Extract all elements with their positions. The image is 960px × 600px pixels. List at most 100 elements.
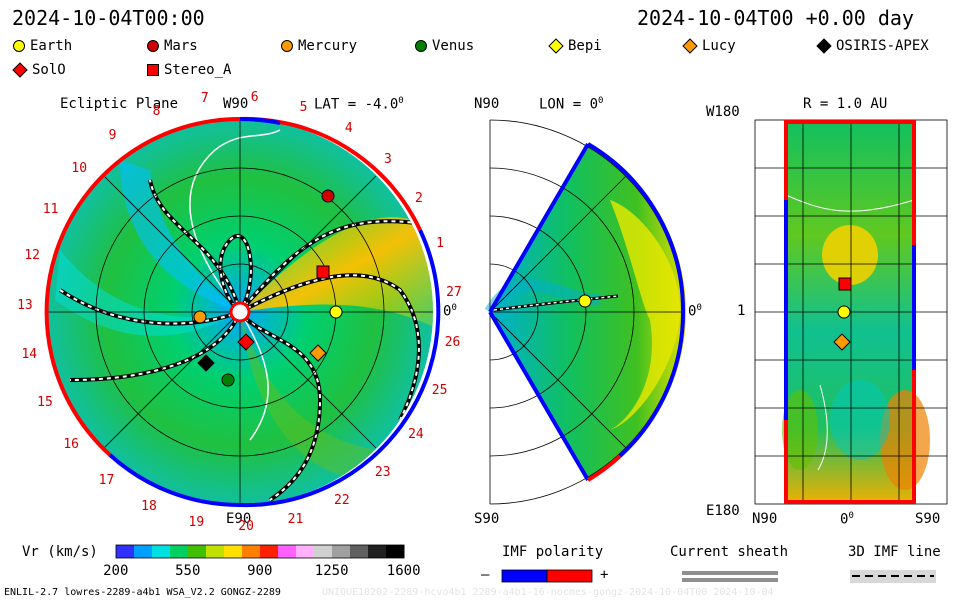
colorbar-tick-label: 900 bbox=[247, 563, 273, 579]
carrington-tick-label: 18 bbox=[141, 498, 157, 514]
carrington-tick-label: 13 bbox=[17, 297, 33, 313]
osiris-apex-marker bbox=[197, 354, 215, 372]
stereo-a-marker-radial bbox=[838, 277, 852, 291]
legend-label: Earth bbox=[30, 38, 73, 54]
colorbar-swatch bbox=[206, 545, 225, 558]
ecliptic-top-label: W90 bbox=[223, 96, 249, 112]
velocity-colorbar bbox=[115, 544, 405, 559]
mercury-marker bbox=[193, 310, 207, 324]
latitude-degree: 0 bbox=[398, 96, 404, 106]
colorbar-swatch bbox=[188, 545, 207, 558]
carrington-tick-label: 11 bbox=[42, 201, 59, 217]
diamond-marker-icon bbox=[816, 38, 832, 54]
diamond-marker-icon bbox=[548, 38, 564, 54]
meridional-longitude: LON = 00 bbox=[539, 96, 603, 113]
colorbar-tick-label: 550 bbox=[175, 563, 201, 579]
legend-item-mercury: Mercury bbox=[280, 38, 357, 54]
carrington-tick-label: 20 bbox=[238, 518, 254, 534]
square-marker-icon bbox=[146, 63, 160, 77]
legend-label: SolO bbox=[32, 62, 66, 78]
carrington-tick-label: 14 bbox=[21, 347, 38, 363]
carrington-tick-label: 9 bbox=[108, 127, 117, 143]
colorbar-swatch bbox=[296, 545, 315, 558]
carrington-tick-label: 4 bbox=[344, 121, 353, 136]
imf-minus-label: – bbox=[481, 567, 490, 583]
colorbar-swatch bbox=[332, 545, 351, 558]
carrington-tick-label: 10 bbox=[71, 161, 88, 177]
run-date-right: 2024-10-04T00 +0.00 day bbox=[637, 6, 914, 30]
carrington-tick-label: 22 bbox=[334, 493, 350, 509]
legend-label: Bepi bbox=[568, 38, 602, 54]
colorbar-swatch bbox=[152, 545, 171, 558]
meridional-top-label: N90 bbox=[474, 96, 500, 112]
latitude-value: LAT = -4.0 bbox=[314, 96, 399, 113]
carrington-tick-label: 21 bbox=[287, 511, 304, 527]
earth-marker-meridional bbox=[578, 294, 592, 308]
colorbar-swatch bbox=[170, 545, 189, 558]
carrington-tick-label: 24 bbox=[408, 427, 424, 443]
circle-marker-icon bbox=[414, 39, 428, 53]
imf-line-label: 3D IMF line bbox=[848, 544, 941, 560]
lucy-marker-radial bbox=[833, 333, 851, 351]
colorbar-swatch bbox=[224, 545, 243, 558]
colorbar-swatch bbox=[260, 545, 279, 558]
colorbar-swatch bbox=[116, 545, 135, 558]
earth-marker-radial bbox=[837, 305, 851, 319]
legend-item-mars: Mars bbox=[146, 38, 198, 54]
legend-item-osiris-apex: OSIRIS-APEX bbox=[816, 38, 929, 54]
carrington-tick-label: 19 bbox=[188, 514, 205, 530]
colorbar-swatch bbox=[278, 545, 297, 558]
radial-mid-left: 1 bbox=[737, 303, 746, 319]
colorbar-swatch bbox=[314, 545, 333, 558]
colorbar-tick-label: 200 bbox=[103, 563, 129, 579]
carrington-tick-label: 3 bbox=[384, 151, 392, 167]
meridional-right-label: 00 bbox=[688, 303, 702, 320]
legend-label: Venus bbox=[432, 38, 475, 54]
colorbar-swatch bbox=[368, 545, 387, 558]
carrington-tick-label: 15 bbox=[37, 394, 53, 410]
footer-watermark: UNIQUE10202-2289-hcvo4b1 2289-a4b1-16-no… bbox=[322, 587, 774, 598]
legend-label: Mars bbox=[164, 38, 198, 54]
carrington-tick-label: 16 bbox=[63, 437, 79, 453]
colorbar-label: Vr (km/s) bbox=[22, 544, 98, 560]
legend-item-stereo-a: Stereo_A bbox=[146, 62, 231, 78]
carrington-tick-label: 17 bbox=[98, 472, 115, 488]
carrington-tick-label: 25 bbox=[431, 383, 448, 399]
radial-title: R = 1.0 AU bbox=[803, 96, 888, 112]
mars-marker bbox=[321, 189, 335, 203]
meridional-right-degree: 0 bbox=[696, 303, 702, 313]
radial-bottom-degree: 0 bbox=[848, 511, 854, 521]
legend-label: Stereo_A bbox=[164, 62, 232, 78]
footer-run-info: ENLIL-2.7 lowres-2289-a4b1 WSA_V2.2 GONG… bbox=[4, 587, 281, 598]
legend-label: OSIRIS-APEX bbox=[836, 38, 929, 54]
venus-marker bbox=[221, 373, 235, 387]
ecliptic-right-label: 00 bbox=[443, 303, 457, 320]
legend-item-solo: SolO bbox=[12, 62, 66, 78]
current-sheath-label: Current sheath bbox=[670, 544, 789, 560]
radial-bottom-mid: 00 bbox=[840, 511, 854, 528]
current-sheath-key bbox=[682, 571, 778, 582]
colorbar-swatch bbox=[350, 545, 369, 558]
carrington-tick-label: 12 bbox=[24, 248, 40, 264]
carrington-tick-label: 2 bbox=[414, 191, 423, 207]
diamond-marker-icon bbox=[682, 38, 698, 54]
radial-bottom-s: S90 bbox=[915, 511, 941, 527]
legend-item-bepi: Bepi bbox=[548, 38, 602, 54]
colorbar-swatch bbox=[134, 545, 153, 558]
colorbar-frame bbox=[115, 544, 405, 559]
legend-label: Lucy bbox=[702, 38, 736, 54]
carrington-tick-label: 23 bbox=[374, 464, 391, 480]
circle-marker-icon bbox=[146, 39, 160, 53]
longitude-value: LON = 0 bbox=[539, 96, 599, 113]
circle-marker-icon bbox=[280, 39, 294, 53]
solo-marker bbox=[237, 333, 255, 351]
colorbar-swatch bbox=[242, 545, 261, 558]
ecliptic-bottom-label: E90 bbox=[226, 511, 252, 527]
carrington-tick-label: 1 bbox=[436, 236, 444, 252]
carrington-tick-label: 6 bbox=[250, 89, 259, 105]
carrington-tick-label: 8 bbox=[152, 104, 161, 120]
radial-bottom-left: E180 bbox=[706, 503, 740, 519]
legend-label: Mercury bbox=[298, 38, 358, 54]
colorbar-tick-label: 1600 bbox=[386, 563, 421, 579]
